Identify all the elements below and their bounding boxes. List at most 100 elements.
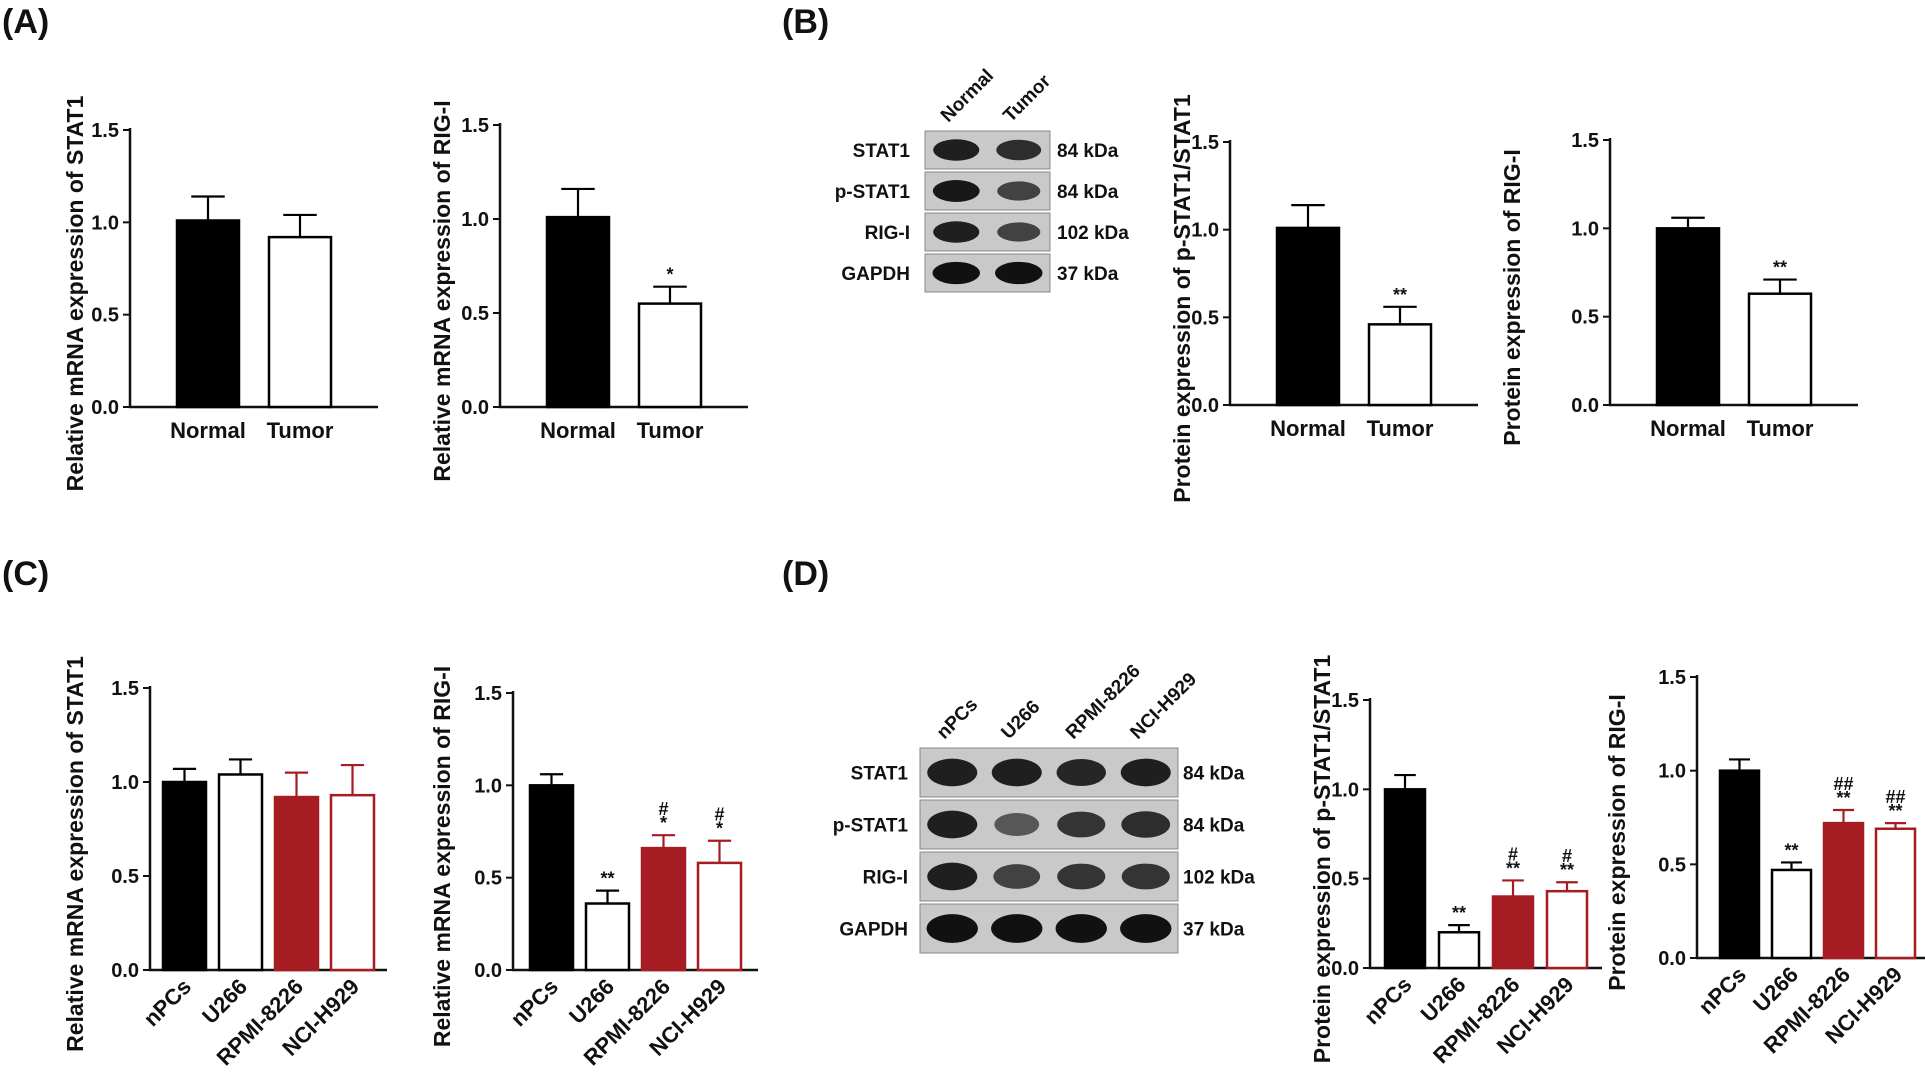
significance-mark: **: [1888, 801, 1902, 821]
chart-b2: 0.0 0.5 1.0 1.5 Protein expression of RIG-I N…: [1499, 130, 1858, 446]
y-tick-label: 0.0: [1571, 395, 1599, 417]
blot-band: [996, 139, 1042, 161]
protein-label: RIG-I: [863, 868, 908, 889]
y-tick-label: 0.5: [1331, 869, 1359, 891]
blot-band: [927, 810, 978, 839]
y-axis-title: Relative mRNA expression of RIG-I: [429, 666, 455, 1047]
significance-mark: #: [1508, 844, 1518, 864]
bar: [1367, 323, 1433, 407]
significance-mark: **: [1836, 788, 1850, 808]
chart-a2: 0.0 0.5 1.0 1.5 Relative mRNA expression of …: [429, 100, 748, 482]
bar: [1275, 226, 1341, 407]
blot-band: [1120, 914, 1172, 943]
significance-mark: **: [1784, 840, 1798, 860]
y-tick-label: 0.5: [111, 866, 139, 888]
bar: [1545, 889, 1589, 970]
protein-label: STAT1: [853, 141, 911, 162]
blot-band: [991, 758, 1042, 787]
kda-label: 37 kDa: [1057, 264, 1119, 285]
significance-mark: #: [1562, 846, 1572, 866]
x-tick-label: Tumor: [1747, 416, 1814, 441]
y-axis-title: Relative mRNA expression of STAT1: [62, 656, 88, 1052]
y-tick-label: 1.0: [461, 209, 489, 231]
y-tick-label: 1.0: [474, 775, 502, 797]
y-tick-label: 1.5: [1191, 132, 1219, 154]
bar: [1747, 292, 1813, 407]
significance-mark: **: [1773, 258, 1787, 278]
x-tick-label: nPCs: [1694, 962, 1751, 1019]
bar: [1874, 827, 1917, 960]
y-tick-label: 0.0: [474, 960, 502, 982]
significance-mark: **: [1560, 860, 1574, 880]
protein-label: p-STAT1: [835, 182, 911, 203]
blot-band: [1055, 914, 1107, 943]
panel-label-a: (A): [2, 3, 49, 41]
chart-d2: 0.0 0.5 1.0 1.5 Protein expression of RIG-I n…: [1604, 667, 1925, 1058]
kda-label: 84 kDa: [1057, 182, 1119, 203]
y-tick-label: 1.5: [461, 115, 489, 137]
bar: [273, 795, 320, 972]
significance-mark: **: [1393, 285, 1407, 305]
significance-mark: #: [714, 805, 724, 825]
blot-band: [933, 221, 980, 243]
bar: [545, 215, 611, 409]
blot-band: [1121, 811, 1171, 838]
bar: [1770, 868, 1813, 960]
protein-label: STAT1: [851, 764, 909, 785]
bar: [329, 793, 376, 972]
blot-band: [927, 758, 978, 787]
blot-band: [933, 139, 980, 161]
significance-mark: #: [658, 799, 668, 819]
x-tick-label: Tumor: [1367, 416, 1434, 441]
protein-label: RIG-I: [865, 223, 910, 244]
y-tick-label: 1.0: [1571, 218, 1599, 240]
significance-mark: *: [666, 265, 673, 285]
blot-band: [1056, 758, 1106, 787]
blot-band: [995, 261, 1043, 285]
y-tick-label: 0.0: [1331, 958, 1359, 980]
blot-band: [997, 222, 1041, 242]
y-tick-label: 0.5: [1658, 854, 1686, 876]
blot-band: [926, 914, 978, 943]
y-tick-label: 1.5: [474, 683, 502, 705]
bar: [637, 302, 703, 409]
lane-label: Tumor: [999, 70, 1055, 126]
y-axis-title: Relative mRNA expression of STAT1: [62, 95, 88, 491]
panel-label-c: (C): [2, 555, 49, 593]
lane-label: nPCs: [933, 694, 982, 743]
blot-band: [993, 864, 1041, 889]
bar: [1491, 895, 1535, 970]
bar: [528, 784, 575, 972]
x-tick-label: nPCs: [1359, 972, 1416, 1029]
significance-mark: *: [660, 813, 667, 833]
y-tick-label: 0.5: [474, 868, 502, 890]
significance-mark: ##: [1885, 787, 1905, 807]
bar: [175, 219, 241, 409]
protein-label: p-STAT1: [833, 816, 909, 837]
lane-label: Normal: [937, 65, 998, 126]
y-tick-label: 1.5: [91, 120, 119, 142]
blot-band: [1057, 811, 1106, 838]
x-tick-label: Normal: [1270, 416, 1346, 441]
bar: [161, 780, 208, 972]
panel-label-d: (D): [782, 555, 829, 593]
bar: [1383, 788, 1427, 970]
bar: [1822, 821, 1865, 960]
significance-mark: ##: [1833, 774, 1853, 794]
y-tick-label: 1.0: [1331, 779, 1359, 801]
blot-band: [1120, 758, 1171, 787]
kda-label: 84 kDa: [1057, 141, 1119, 162]
x-tick-label: Tumor: [637, 418, 704, 443]
y-tick-label: 0.0: [111, 960, 139, 982]
y-tick-label: 0.0: [1658, 948, 1686, 970]
kda-label: 84 kDa: [1183, 764, 1245, 785]
significance-mark: *: [716, 819, 723, 839]
bar: [267, 235, 333, 409]
blot-band: [997, 181, 1041, 201]
blot-b: Normal Tumor STAT1 84 kDa p-STAT1 84 kDa RIG-I…: [835, 65, 1129, 293]
